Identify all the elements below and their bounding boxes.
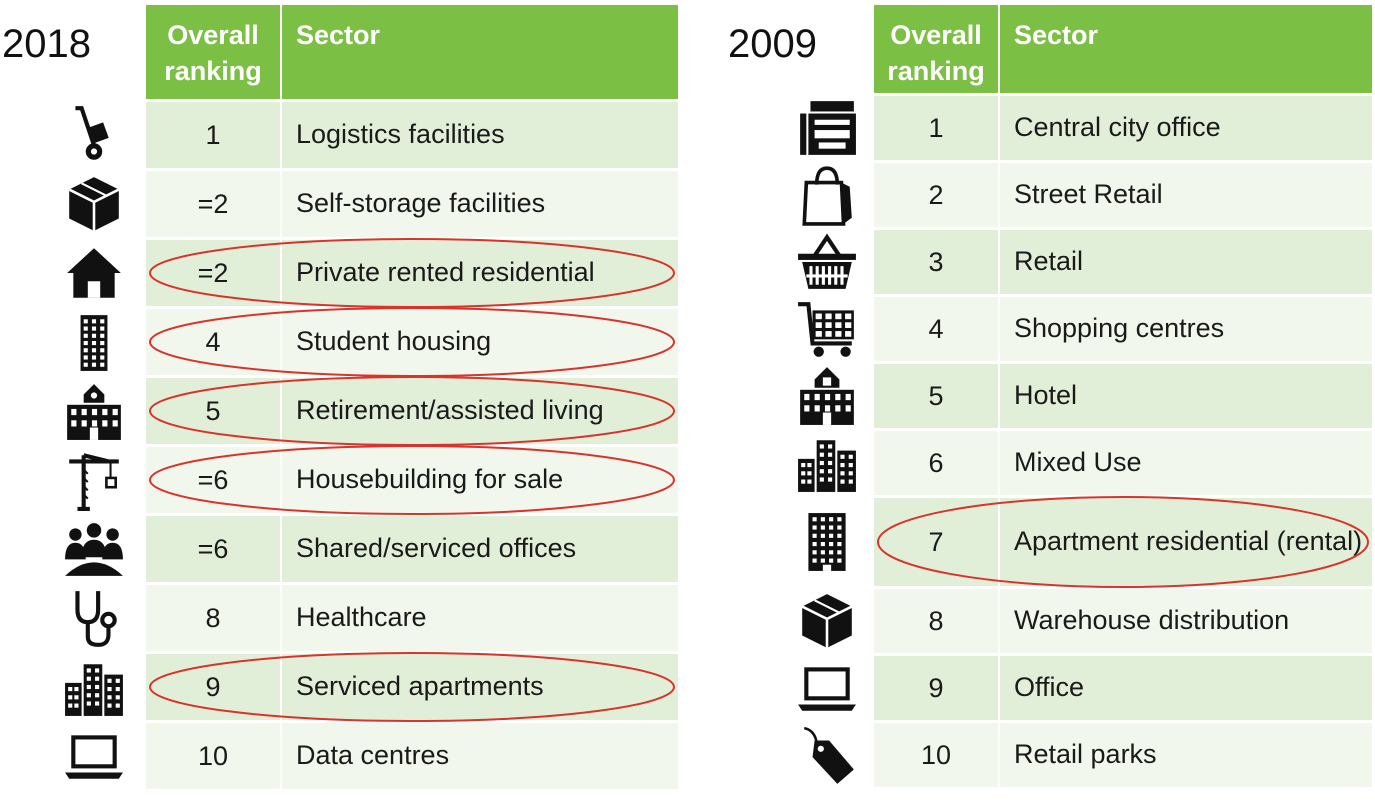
year-label-2009: 2009 <box>728 22 817 66</box>
header-sector: Sector <box>1000 5 1372 93</box>
table-row: 9 Serviced apartments <box>146 654 678 720</box>
table-row: 7 Apartment residential (rental) <box>874 498 1372 586</box>
sector-cell: Retirement/assisted living <box>282 378 678 444</box>
laptop-icon <box>790 657 864 719</box>
table-row: 6 Mixed Use <box>874 431 1372 495</box>
sector-cell: Serviced apartments <box>282 654 678 720</box>
sector-cell: Shopping centres <box>1000 297 1372 361</box>
year-label-2018: 2018 <box>2 22 91 66</box>
table-row: 1 Central city office <box>874 96 1372 160</box>
house-icon <box>62 242 126 304</box>
table-row: 10 Retail parks <box>874 723 1372 787</box>
header-overall-ranking: Overall ranking <box>146 5 282 99</box>
rank-cell: 1 <box>146 102 282 168</box>
office-printer-icon <box>790 97 864 159</box>
box-icon <box>790 590 864 652</box>
sector-cell: Private rented residential <box>282 240 678 306</box>
table-row: =6 Housebuilding for sale <box>146 447 678 513</box>
rank-cell: 8 <box>874 589 1000 653</box>
table-row: =2 Private rented residential <box>146 240 678 306</box>
table-row: =6 Shared/serviced offices <box>146 516 678 582</box>
crane-icon <box>62 449 126 511</box>
ranking-table-2018: Overall ranking Sector 1 Logistics facili… <box>146 2 678 792</box>
rank-cell: 9 <box>146 654 282 720</box>
rank-cell: 7 <box>874 498 1000 586</box>
rank-cell: 9 <box>874 656 1000 720</box>
hotel-building-icon <box>790 365 864 427</box>
hand-truck-icon <box>62 104 126 166</box>
tall-building-icon <box>62 311 126 373</box>
table-row: =2 Self-storage facilities <box>146 171 678 237</box>
laptop-icon <box>62 725 126 787</box>
rank-cell: =6 <box>146 447 282 513</box>
sector-cell: Mixed Use <box>1000 431 1372 495</box>
rank-cell: 5 <box>874 364 1000 428</box>
shopping-bag-icon <box>790 164 864 226</box>
city-buildings-icon <box>62 656 126 718</box>
rank-cell: 4 <box>874 297 1000 361</box>
header-sector: Sector <box>282 5 678 99</box>
sector-cell: Student housing <box>282 309 678 375</box>
apartment-building-icon <box>790 511 864 573</box>
sector-cell: Hotel <box>1000 364 1372 428</box>
table-row: 4 Shopping centres <box>874 297 1372 361</box>
stethoscope-icon <box>62 587 126 649</box>
shopping-cart-icon <box>790 298 864 360</box>
rank-cell: =2 <box>146 240 282 306</box>
table-row: 9 Office <box>874 656 1372 720</box>
sector-cell: Street Retail <box>1000 163 1372 227</box>
ranking-table-2009: Overall ranking Sector 1 Central city off… <box>874 2 1372 790</box>
table-row: 4 Student housing <box>146 309 678 375</box>
rank-cell: 2 <box>874 163 1000 227</box>
sector-cell: Logistics facilities <box>282 102 678 168</box>
sector-cell: Warehouse distribution <box>1000 589 1372 653</box>
people-group-icon <box>62 518 126 580</box>
header-overall-ranking: Overall ranking <box>874 5 1000 93</box>
sector-cell: Retail parks <box>1000 723 1372 787</box>
table-row: 5 Retirement/assisted living <box>146 378 678 444</box>
table-row: 10 Data centres <box>146 723 678 789</box>
sector-cell: Healthcare <box>282 585 678 651</box>
table-row: 3 Retail <box>874 230 1372 294</box>
box-icon <box>62 173 126 235</box>
sector-cell: Shared/serviced offices <box>282 516 678 582</box>
city-buildings-icon <box>790 432 864 494</box>
sector-cell: Self-storage facilities <box>282 171 678 237</box>
rank-cell: 6 <box>874 431 1000 495</box>
sector-cell: Data centres <box>282 723 678 789</box>
rank-cell: =2 <box>146 171 282 237</box>
school-building-icon <box>62 380 126 442</box>
shopping-basket-icon <box>790 231 864 293</box>
rank-cell: 3 <box>874 230 1000 294</box>
sector-cell: Office <box>1000 656 1372 720</box>
sector-cell: Retail <box>1000 230 1372 294</box>
rank-cell: 5 <box>146 378 282 444</box>
rank-cell: 10 <box>874 723 1000 787</box>
price-tag-icon <box>790 724 864 786</box>
rank-cell: =6 <box>146 516 282 582</box>
table-row: 2 Street Retail <box>874 163 1372 227</box>
table-row: 5 Hotel <box>874 364 1372 428</box>
sector-cell: Central city office <box>1000 96 1372 160</box>
table-row: 8 Warehouse distribution <box>874 589 1372 653</box>
rank-cell: 8 <box>146 585 282 651</box>
table-row: 1 Logistics facilities <box>146 102 678 168</box>
rank-cell: 4 <box>146 309 282 375</box>
sector-cell: Housebuilding for sale <box>282 447 678 513</box>
sector-cell: Apartment residential (rental) <box>1000 498 1372 586</box>
rank-cell: 10 <box>146 723 282 789</box>
table-row: 8 Healthcare <box>146 585 678 651</box>
rank-cell: 1 <box>874 96 1000 160</box>
